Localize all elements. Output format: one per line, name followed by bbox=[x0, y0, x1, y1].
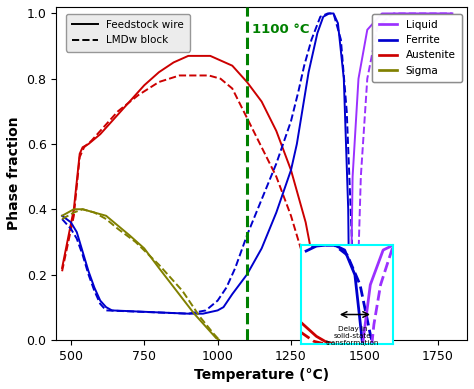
Bar bbox=[316, 314, 357, 340]
X-axis label: Temperature (°C): Temperature (°C) bbox=[194, 368, 329, 382]
Text: 1100 °C: 1100 °C bbox=[252, 23, 310, 36]
Legend: Liquid, Ferrite, Austenite, Sigma: Liquid, Ferrite, Austenite, Sigma bbox=[373, 14, 462, 82]
Text: Delay in
solid-state
transformation: Delay in solid-state transformation bbox=[326, 326, 379, 347]
Y-axis label: Phase fraction: Phase fraction bbox=[7, 117, 21, 230]
